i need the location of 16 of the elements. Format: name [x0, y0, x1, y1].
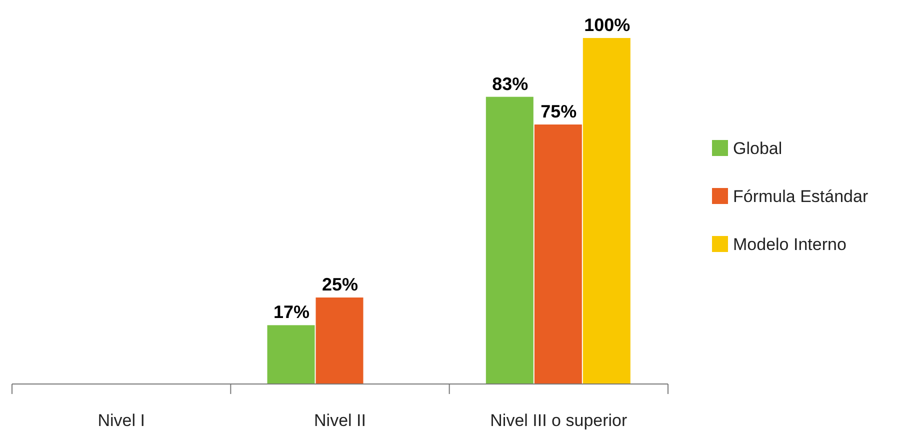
legend-label: Fórmula Estándar — [733, 187, 868, 206]
data-label: 83% — [492, 74, 528, 94]
x-tick-label: Nivel I — [98, 411, 145, 430]
bar — [486, 96, 534, 384]
data-label: 75% — [540, 102, 577, 122]
x-tick-label: Nivel III o superior — [490, 411, 628, 430]
bar — [582, 38, 630, 384]
bar — [534, 124, 582, 384]
bar — [316, 298, 364, 384]
data-label: 17% — [273, 302, 310, 322]
legend-label: Global — [733, 139, 782, 158]
x-tick-label: Nivel II — [314, 411, 366, 430]
data-label: 100% — [584, 15, 630, 35]
data-label: 25% — [322, 274, 358, 294]
bar — [267, 325, 315, 384]
legend-label: Modelo Interno — [733, 235, 846, 254]
